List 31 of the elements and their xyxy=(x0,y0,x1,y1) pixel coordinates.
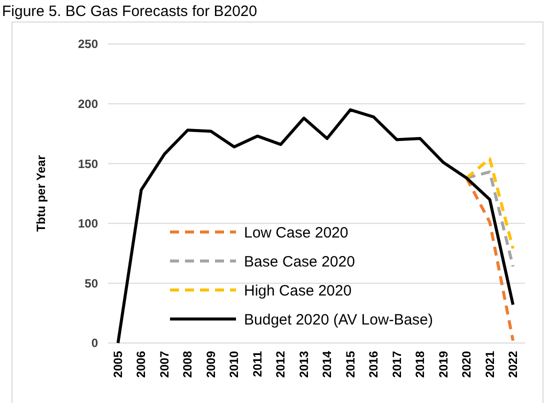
x-tick-label: 2006 xyxy=(134,350,148,378)
y-tick-label: 150 xyxy=(78,156,98,171)
x-tick-label: 2009 xyxy=(204,350,218,378)
x-tick-label: 2008 xyxy=(180,350,195,378)
x-tick-label: 2016 xyxy=(366,350,381,378)
legend-label: Base Case 2020 xyxy=(244,253,355,270)
x-tick-label: 2013 xyxy=(296,350,311,378)
legend-label: Low Case 2020 xyxy=(244,224,348,242)
x-tick-label: 2014 xyxy=(320,350,334,378)
x-tick-label: 2012 xyxy=(274,350,288,378)
legend-label: High Case 2020 xyxy=(244,282,352,300)
x-tick-label: 2019 xyxy=(436,350,450,378)
x-tick-label: 2017 xyxy=(390,350,404,378)
x-tick-label: 2018 xyxy=(413,350,428,378)
x-tick-label: 2021 xyxy=(482,350,497,378)
y-tick-label: 200 xyxy=(78,97,98,111)
x-tick-label: 2007 xyxy=(157,350,172,378)
x-tick-label: 2015 xyxy=(343,350,358,378)
chart-title: Figure 5. BC Gas Forecasts for B2020 xyxy=(2,3,258,20)
y-tick-label: 250 xyxy=(78,37,98,52)
y-tick-label: 0 xyxy=(91,336,98,350)
x-tick-label: 2010 xyxy=(227,350,242,378)
y-axis-title: Tbtu per Year xyxy=(34,154,48,232)
x-tick-label: 2011 xyxy=(250,350,264,378)
y-tick-label: 50 xyxy=(84,276,98,290)
x-tick-label: 2005 xyxy=(111,350,125,378)
line-series xyxy=(116,108,514,344)
legend-label: Budget 2020 (AV Low-Base) xyxy=(244,311,434,328)
x-tick-label: 2020 xyxy=(460,350,474,378)
x-tick-label: 2022 xyxy=(506,350,520,378)
y-tick-label: 100 xyxy=(78,216,98,231)
